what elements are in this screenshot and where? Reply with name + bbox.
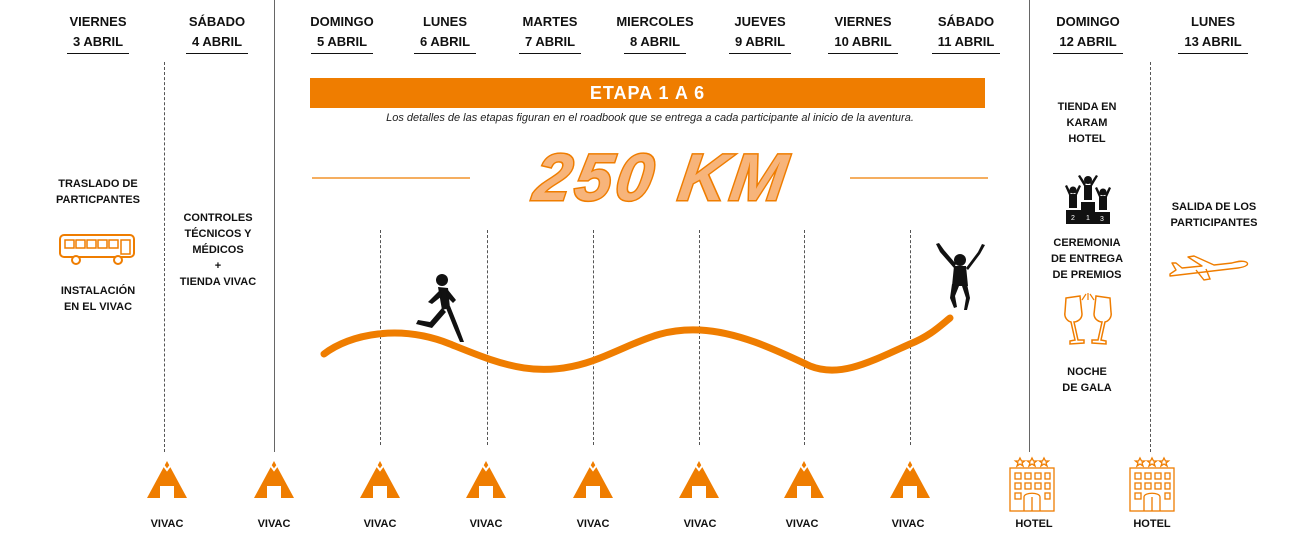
column-divider	[164, 62, 165, 452]
lodging-label: VIVAC	[150, 518, 184, 530]
day-name: LUNES	[1190, 14, 1236, 29]
day-header-2: SÁBADO 4 ABRIL	[157, 12, 277, 54]
day-header-5: MARTES 7 ABRIL	[490, 12, 610, 54]
day-header-10: DOMINGO 12 ABRIL	[1028, 12, 1148, 54]
day-name: SÁBADO	[937, 14, 995, 29]
transfer-label: TRASLADO DE PARTICPANTES	[56, 178, 140, 206]
day-header-9: SÁBADO 11 ABRIL	[906, 12, 1026, 54]
svg-text:1: 1	[1086, 215, 1090, 222]
stage-banner: ETAPA 1 A 6	[310, 78, 985, 108]
lodging-label: VIVAC	[469, 518, 503, 530]
lodging-label: VIVAC	[257, 518, 291, 530]
day-header-11: LUNES 13 ABRIL	[1153, 12, 1273, 54]
bus-icon	[59, 234, 135, 265]
column-divider	[380, 230, 381, 445]
lodging-label: VIVAC	[891, 518, 925, 530]
day-name: VIERNES	[69, 14, 127, 29]
day-date: 7 ABRIL	[518, 32, 582, 54]
section-divider	[274, 0, 275, 452]
day-name: JUEVES	[734, 14, 786, 29]
day-date: 4 ABRIL	[185, 32, 249, 54]
tent-icon	[466, 461, 506, 498]
tent-icon	[254, 461, 294, 498]
hotel-icon	[1009, 456, 1055, 512]
column-divider	[593, 230, 594, 445]
day-date: 8 ABRIL	[623, 32, 687, 54]
day-name: DOMINGO	[310, 14, 374, 29]
tent-icon	[147, 461, 187, 498]
day-date: 12 ABRIL	[1053, 32, 1123, 54]
day-name: SÁBADO	[188, 14, 246, 29]
column-divider	[487, 230, 488, 445]
svg-text:2: 2	[1071, 215, 1075, 222]
podium-icon: 1 2 3	[1065, 175, 1111, 224]
column-divider	[804, 230, 805, 445]
lodging-label: VIVAC	[363, 518, 397, 530]
tent-icon	[360, 461, 400, 498]
tent-icon	[890, 461, 930, 498]
column-divider	[699, 230, 700, 445]
day-date: 3 ABRIL	[66, 32, 130, 54]
lodging-label: VIVAC	[683, 518, 717, 530]
tent-icon	[679, 461, 719, 498]
champagne-icon	[1064, 293, 1112, 345]
day-name: VIERNES	[834, 14, 892, 29]
day-name: MARTES	[522, 14, 578, 29]
finisher-icon	[936, 243, 985, 310]
route-path	[320, 314, 954, 374]
plane-icon	[1169, 255, 1249, 281]
distance-text: 250 KM	[528, 141, 795, 215]
day-date: 11 ABRIL	[931, 32, 1001, 54]
day-name: DOMINGO	[1056, 14, 1120, 29]
camp-setup-label: INSTALACIÓN EN EL VIVAC	[60, 285, 136, 313]
day-header-7: JUEVES 9 ABRIL	[700, 12, 820, 54]
svg-text:3: 3	[1100, 216, 1104, 223]
day-header-6: MIERCOLES 8 ABRIL	[595, 12, 715, 54]
day-name: LUNES	[422, 14, 468, 29]
hotel-icon	[1129, 456, 1175, 512]
day-date: 13 ABRIL	[1178, 32, 1248, 54]
day-date: 9 ABRIL	[728, 32, 792, 54]
day-header-8: VIERNES 10 ABRIL	[803, 12, 923, 54]
day-date: 6 ABRIL	[413, 32, 477, 54]
column-divider	[910, 230, 911, 445]
lodging-label: HOTEL	[1015, 518, 1053, 530]
tent-icon	[573, 461, 613, 498]
day-name: MIERCOLES	[616, 14, 694, 29]
lodging-label: VIVAC	[576, 518, 610, 530]
day-header-4: LUNES 6 ABRIL	[385, 12, 505, 54]
controls-label: CONTROLES TÉCNICOS Y MÉDICOS + TIENDA VI…	[179, 212, 257, 288]
shop-label: TIENDA EN KARAM HOTEL	[1057, 101, 1117, 145]
tent-icon	[784, 461, 824, 498]
stage-note: Los detalles de las etapas figuran en el…	[386, 112, 914, 124]
gala-label: NOCHE DE GALA	[1062, 366, 1112, 394]
day-date: 10 ABRIL	[828, 32, 898, 54]
day-header-3: DOMINGO 5 ABRIL	[282, 12, 402, 54]
column-divider	[1150, 62, 1151, 452]
day-header-1: VIERNES 3 ABRIL	[38, 12, 158, 54]
day-date: 5 ABRIL	[310, 32, 374, 54]
lodging-label: VIVAC	[785, 518, 819, 530]
section-divider	[1029, 0, 1030, 452]
runner-icon	[416, 274, 464, 342]
ceremony-label: CEREMONIA DE ENTREGA DE PREMIOS	[1050, 237, 1124, 281]
lodging-label: HOTEL	[1133, 518, 1171, 530]
distance-graphic: 250 KM	[312, 140, 988, 216]
departure-label: SALIDA DE LOS PARTICIPANTES	[1170, 201, 1258, 229]
